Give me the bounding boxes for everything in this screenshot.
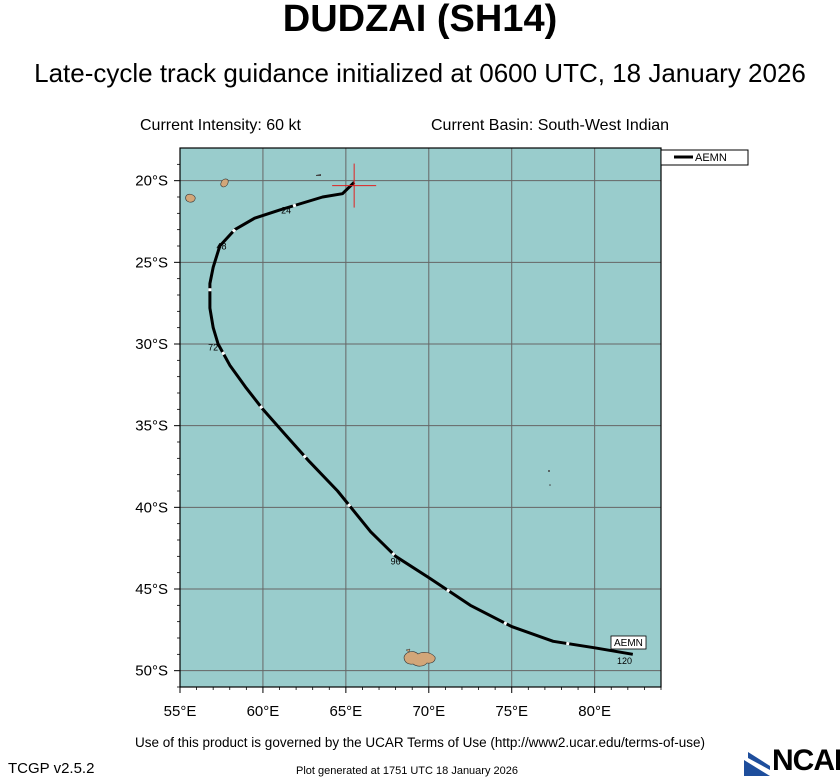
- aemn-track-markers: [208, 203, 570, 646]
- kerguelen-islet: [405, 648, 411, 653]
- aemn-track-line: [208, 181, 634, 656]
- legend-box: [660, 149, 749, 166]
- lon-tick-label: 80°E: [578, 703, 611, 720]
- axis-ticks: [174, 163, 662, 693]
- kerguelen-islands: [403, 651, 436, 667]
- current-position-icon: [332, 163, 377, 208]
- lat-tick-label: 25°S: [135, 254, 168, 271]
- amsterdam-island: [548, 470, 550, 472]
- version-label: TCGP v2.5.2: [8, 760, 95, 777]
- track-end-label-box: [610, 635, 647, 650]
- lon-tick-label: 65°E: [330, 703, 363, 720]
- forecast-track: [208, 181, 634, 656]
- lon-tick-label: 60°E: [247, 703, 280, 720]
- track-end-label: AEMN: [610, 635, 647, 650]
- lon-tick-label: 70°E: [412, 703, 445, 720]
- rodrigues-island: [316, 174, 321, 176]
- lon-tick-label: 75°E: [495, 703, 528, 720]
- lon-tick-label: 55°E: [164, 703, 197, 720]
- map-subtitle: Late-cycle track guidance initialized at…: [34, 58, 806, 88]
- lat-tick-label: 35°S: [135, 418, 168, 435]
- ocean-area: [180, 148, 661, 687]
- ncar-logo-icon: [744, 752, 770, 776]
- current-basin: Current Basin: South-West Indian: [431, 117, 670, 134]
- axis-labels: 55°E 60°E 65°E 70°E 75°E 80°E 20°S 25°S 30°S 35°S…: [135, 173, 611, 720]
- mauritius-island: [220, 178, 229, 188]
- track-end-label-text: AEMN: [614, 638, 643, 649]
- map-frame: [179, 147, 662, 688]
- legend: AEMN: [660, 149, 749, 166]
- forecast-hour-label: 120: [617, 656, 632, 666]
- legend-label: AEMN: [695, 152, 727, 164]
- forecast-hour-label: 24: [281, 205, 291, 215]
- current-intensity: Current Intensity: 60 kt: [140, 117, 301, 134]
- lat-tick-label: 40°S: [135, 499, 168, 516]
- lat-tick-label: 30°S: [135, 336, 168, 353]
- lat-tick-label: 20°S: [135, 173, 168, 190]
- map-title: DUDZAI (SH14): [282, 0, 558, 40]
- reunion-island: [185, 193, 196, 203]
- forecast-hour-label: 48: [216, 241, 226, 251]
- generated-timestamp: Plot generated at 1751 UTC 18 January 20…: [296, 765, 518, 777]
- forecast-hour-label: 96: [391, 557, 401, 567]
- st-paul-island: [549, 484, 551, 486]
- forecast-hour-label: 72: [208, 343, 218, 353]
- forecast-hour-labels: 24 48 72 96 120: [208, 205, 632, 666]
- land-masses: [185, 174, 551, 667]
- lat-tick-label: 45°S: [135, 581, 168, 598]
- ncar-logo-text: NCAR: [772, 744, 840, 777]
- terms-of-use: Use of this product is governed by the U…: [135, 735, 705, 750]
- lat-tick-label: 50°S: [135, 663, 168, 680]
- ncar-logo: NCAR: [744, 744, 840, 780]
